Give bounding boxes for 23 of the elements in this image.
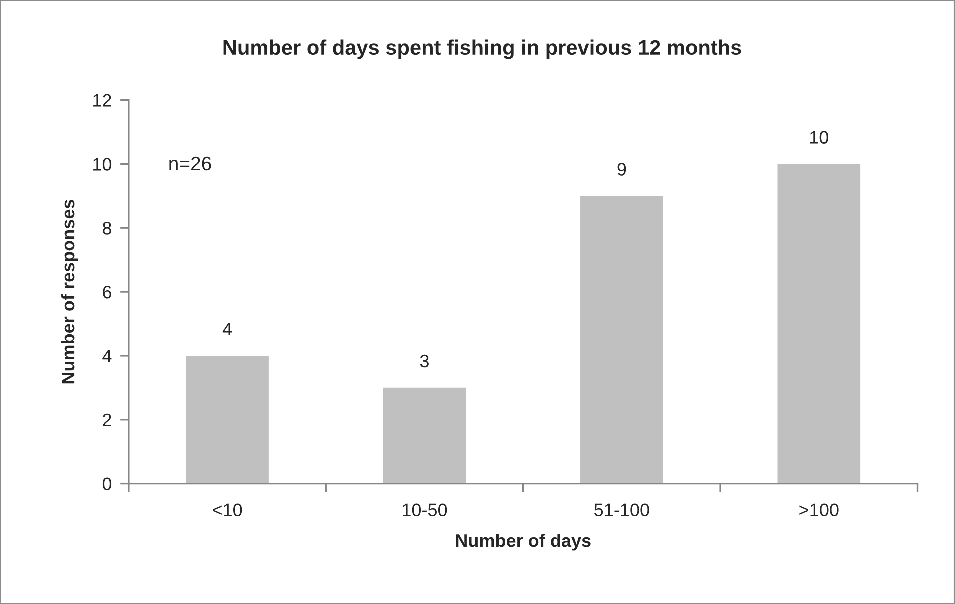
x-tick-label: >100 (800, 504, 839, 517)
y-tick-label: 6 (103, 286, 112, 299)
data-label: 4 (222, 323, 232, 336)
bar (778, 164, 861, 484)
y-tick-label: 8 (103, 222, 112, 235)
data-label: 9 (618, 163, 626, 176)
x-tick-label: 10-50 (403, 504, 448, 517)
y-tick-label: 4 (102, 350, 112, 362)
x-axis-title: Number of days (456, 534, 591, 551)
y-tick-label: 2 (103, 414, 112, 426)
data-label: 3 (420, 354, 429, 368)
chart-title: Number of days spent fishing in previous 12 months (224, 40, 742, 60)
y-tick-label: 0 (102, 478, 112, 491)
bar (186, 356, 269, 484)
y-tick-label: 10 (94, 158, 112, 171)
y-tick-label: 12 (94, 94, 112, 107)
y-axis-title: Number of responses (61, 200, 78, 384)
x-tick-label: 51-100 (594, 504, 650, 517)
annotation: n=26 (170, 156, 212, 171)
data-label: 10 (810, 131, 828, 144)
x-tick-label: <10 (213, 504, 242, 517)
bar (580, 196, 664, 484)
bar (383, 388, 466, 484)
